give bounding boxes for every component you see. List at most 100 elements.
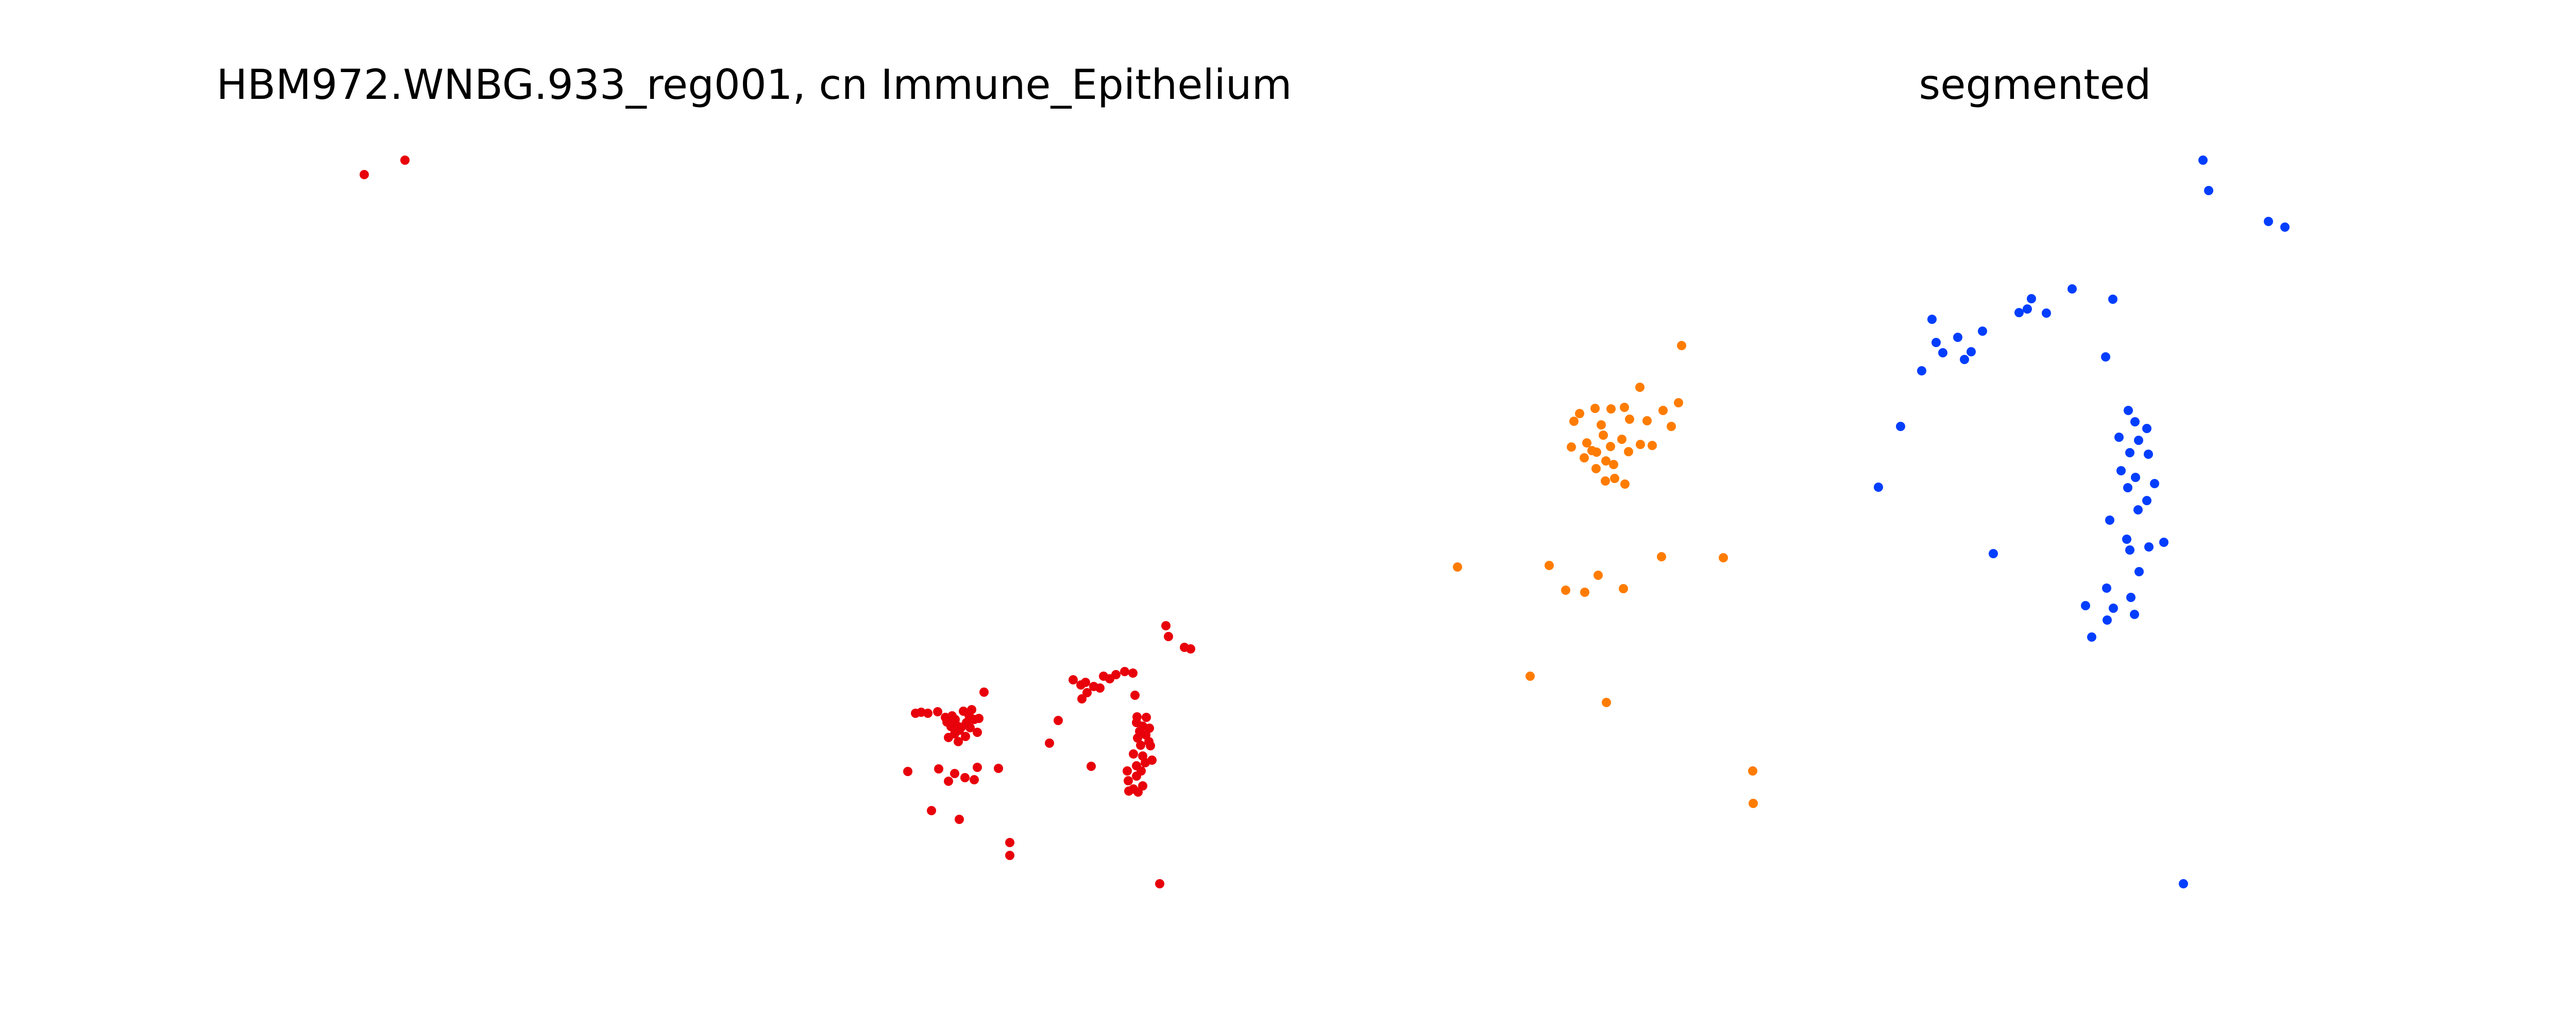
- scatter-point: [944, 777, 953, 786]
- scatter-point: [1874, 483, 1883, 492]
- scatter-point: [2126, 593, 2136, 602]
- scatter-point: [1081, 678, 1090, 687]
- scatter-point: [1960, 355, 1969, 364]
- scatter-point: [1748, 766, 1757, 776]
- scatter-point: [1978, 327, 1987, 336]
- scatter-point: [933, 707, 942, 716]
- scatter-point: [2027, 294, 2036, 303]
- scatter-point: [2103, 615, 2112, 625]
- scatter-point: [1657, 552, 1666, 561]
- scatter-point: [955, 815, 964, 824]
- scatter-point: [1896, 422, 1905, 431]
- scatter-point: [1545, 561, 1554, 570]
- scatter-point: [2116, 466, 2126, 475]
- scatter-point: [2125, 545, 2134, 555]
- scatter-point: [1636, 440, 1645, 449]
- panel-title-left: HBM972.WNBG.933_reg001, cn Immune_Epithe…: [216, 61, 1292, 109]
- scatter-point: [2102, 583, 2111, 593]
- scatter-point: [1606, 404, 1616, 414]
- scatter-point: [973, 763, 982, 772]
- scatter-point: [1620, 403, 1629, 412]
- scatter-series: [1874, 156, 2290, 888]
- scatter-point: [946, 722, 956, 731]
- scatter-point: [2014, 308, 2024, 317]
- scatter-point: [1005, 851, 1014, 860]
- scatter-point: [2133, 505, 2143, 514]
- scatter-point: [954, 737, 963, 746]
- scatter-point: [1635, 383, 1645, 392]
- scatter-point: [1186, 644, 1195, 654]
- scatter-point: [923, 709, 933, 718]
- scatter-point: [1599, 431, 1608, 440]
- scatter-point: [1142, 713, 1151, 722]
- scatter-point: [1677, 341, 1686, 350]
- scatter-point: [1575, 409, 1584, 418]
- scatter-point: [2081, 601, 2090, 610]
- scatter-point: [2042, 308, 2051, 318]
- scatter-point: [1601, 476, 1610, 486]
- scatter-point: [1526, 672, 1535, 681]
- scatter-point: [1077, 694, 1087, 703]
- scatter-point: [1130, 691, 1140, 700]
- scatter-point: [1129, 749, 1138, 759]
- scatter-point: [2087, 632, 2096, 642]
- scatter-point: [1569, 417, 1579, 426]
- scatter-point: [1054, 716, 1063, 725]
- scatter-point: [2122, 535, 2131, 544]
- scatter-point: [1124, 776, 1133, 785]
- scatter-point: [927, 806, 936, 815]
- scatter-point: [1967, 347, 1976, 356]
- scatter-point: [1624, 447, 1633, 456]
- scatter-point: [1561, 586, 1570, 595]
- scatter-point: [944, 733, 953, 742]
- scatter-point: [965, 723, 975, 732]
- scatter-point: [2159, 538, 2168, 547]
- scatter-point: [2142, 496, 2151, 505]
- scatter-point: [1580, 588, 1589, 597]
- scatter-point: [1667, 422, 1676, 431]
- scatter-point: [1590, 404, 1600, 413]
- scatter-point: [1095, 683, 1105, 693]
- scatter-point: [1146, 741, 1155, 750]
- scatter-point: [400, 156, 410, 165]
- scatter-point: [360, 170, 369, 179]
- scatter-point: [1917, 366, 1926, 375]
- scatter-point: [903, 767, 912, 776]
- scatter-point: [1749, 799, 1758, 808]
- scatter-point: [1069, 675, 1078, 684]
- scatter-point: [1953, 333, 1962, 342]
- scatter-point: [2023, 304, 2032, 314]
- scatter-point: [1601, 456, 1611, 466]
- scatter-point: [2144, 450, 2153, 459]
- scatter-point: [2204, 186, 2213, 195]
- scatter-point: [970, 775, 979, 784]
- scatter-point: [2108, 295, 2117, 304]
- scatter-panel-left: [360, 156, 1195, 888]
- scatter-point: [2134, 567, 2144, 576]
- scatter-point: [2130, 610, 2139, 619]
- scatter-point: [1133, 733, 1142, 743]
- scatter-point: [959, 707, 968, 716]
- scatter-point: [1128, 668, 1138, 678]
- scatter-point: [1658, 406, 1668, 415]
- scatter-point: [961, 732, 970, 741]
- scatter-point: [950, 769, 959, 778]
- scatter-point: [2105, 516, 2114, 525]
- scatter-point: [1133, 787, 1143, 797]
- scatter-point: [2198, 156, 2208, 165]
- scatter-point: [1111, 670, 1121, 679]
- scatter-point: [2114, 433, 2124, 442]
- scatter-point: [1617, 435, 1626, 444]
- scatter-point: [2131, 473, 2140, 482]
- scatter-point: [1609, 460, 1618, 469]
- scatter-point: [1124, 786, 1133, 796]
- scatter-point: [1045, 739, 1054, 748]
- scatter-point: [1136, 741, 1145, 750]
- scatter-point: [2125, 448, 2134, 457]
- scatter-point: [1625, 415, 1634, 424]
- scatter-point: [934, 764, 943, 774]
- scatter-point: [1674, 398, 1683, 407]
- scatter-point: [1082, 688, 1092, 697]
